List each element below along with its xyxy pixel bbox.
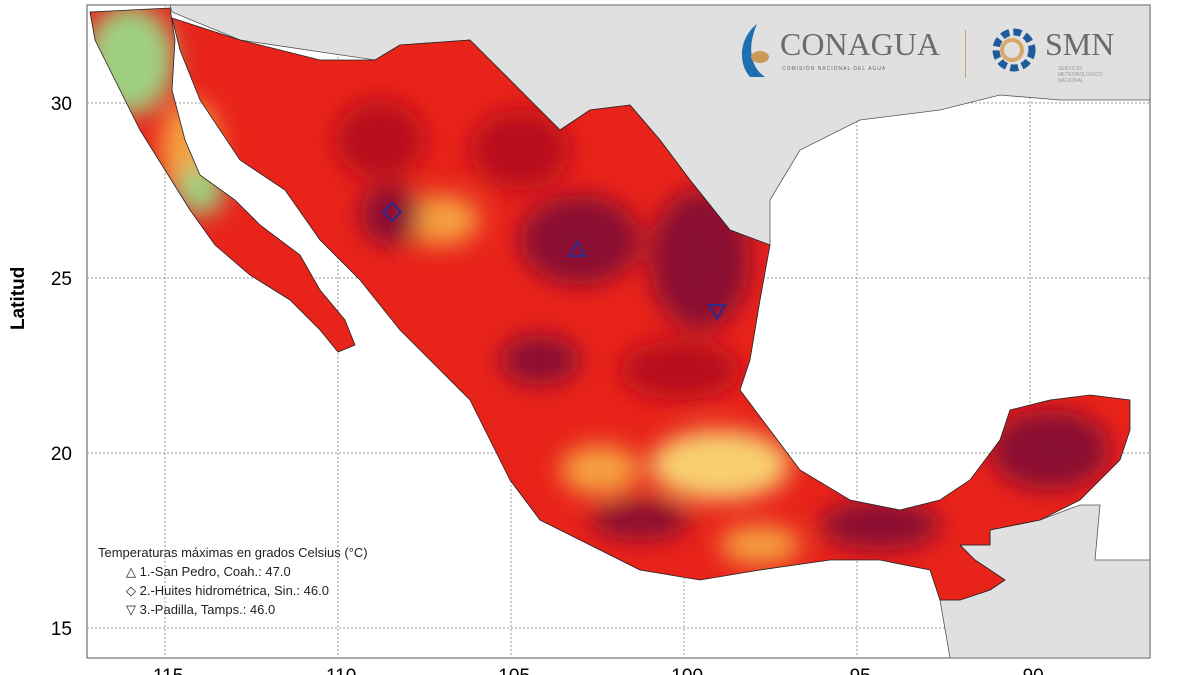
- legend-item: ▽ 3.-Padilla, Tamps.: 46.0: [98, 600, 368, 619]
- logos: CONAGUA COMISIÓN NACIONAL DEL AGUA SMN S…: [730, 20, 1140, 85]
- legend-title: Temperaturas máximas en grados Celsius (…: [98, 545, 368, 560]
- lat-tick-label: 30: [51, 94, 72, 115]
- lon-tick-label: -100: [665, 666, 703, 675]
- diamond-icon: ◇: [126, 583, 136, 598]
- legend-label: 3.-Padilla, Tamps.: 46.0: [139, 602, 276, 617]
- legend: Temperaturas máximas en grados Celsius (…: [98, 543, 368, 619]
- triangle-down-icon: ▽: [126, 602, 136, 617]
- divider: [965, 30, 966, 78]
- mexico-outline: [89, 7, 1131, 601]
- axis-ticks: -115 -110 -105 -100 -95 -90 30 25 20 15: [51, 94, 1044, 675]
- lat-tick-label: 15: [51, 619, 72, 640]
- legend-label: 1.-San Pedro, Coah.: 47.0: [139, 564, 291, 579]
- lat-tick-label: 20: [51, 444, 72, 465]
- smn-subtitle: SERVICIO METEOROLÓGICO NACIONAL: [1058, 66, 1103, 84]
- lon-tick-label: -105: [492, 666, 530, 675]
- station-markers: [381, 201, 727, 322]
- lon-tick-label: -95: [843, 666, 870, 675]
- legend-item: ◇ 2.-Huites hidrométrica, Sin.: 46.0: [98, 581, 368, 600]
- conagua-subtitle: COMISIÓN NACIONAL DEL AGUA: [782, 66, 887, 72]
- marker-san-pedro: [567, 239, 587, 257]
- smn-logo: SMN: [1045, 26, 1115, 62]
- lon-tick-label: -110: [320, 666, 357, 675]
- lon-tick-label: -90: [1016, 666, 1043, 675]
- lat-tick-label: 25: [51, 269, 72, 290]
- legend-item: △ 1.-San Pedro, Coah.: 47.0: [98, 562, 368, 581]
- y-axis-label: Latitud: [8, 266, 29, 330]
- marker-huites: [381, 201, 403, 223]
- temperature-field: [90, 8, 1110, 565]
- marker-padilla: [707, 304, 727, 322]
- legend-label: 2.-Huites hidrométrica, Sin.: 46.0: [139, 583, 329, 598]
- smn-logo-icon: [992, 28, 1036, 72]
- triangle-up-icon: △: [126, 564, 136, 579]
- conagua-logo: CONAGUA: [780, 26, 940, 62]
- conagua-logo-icon: [741, 24, 769, 77]
- lon-tick-label: -115: [147, 666, 184, 675]
